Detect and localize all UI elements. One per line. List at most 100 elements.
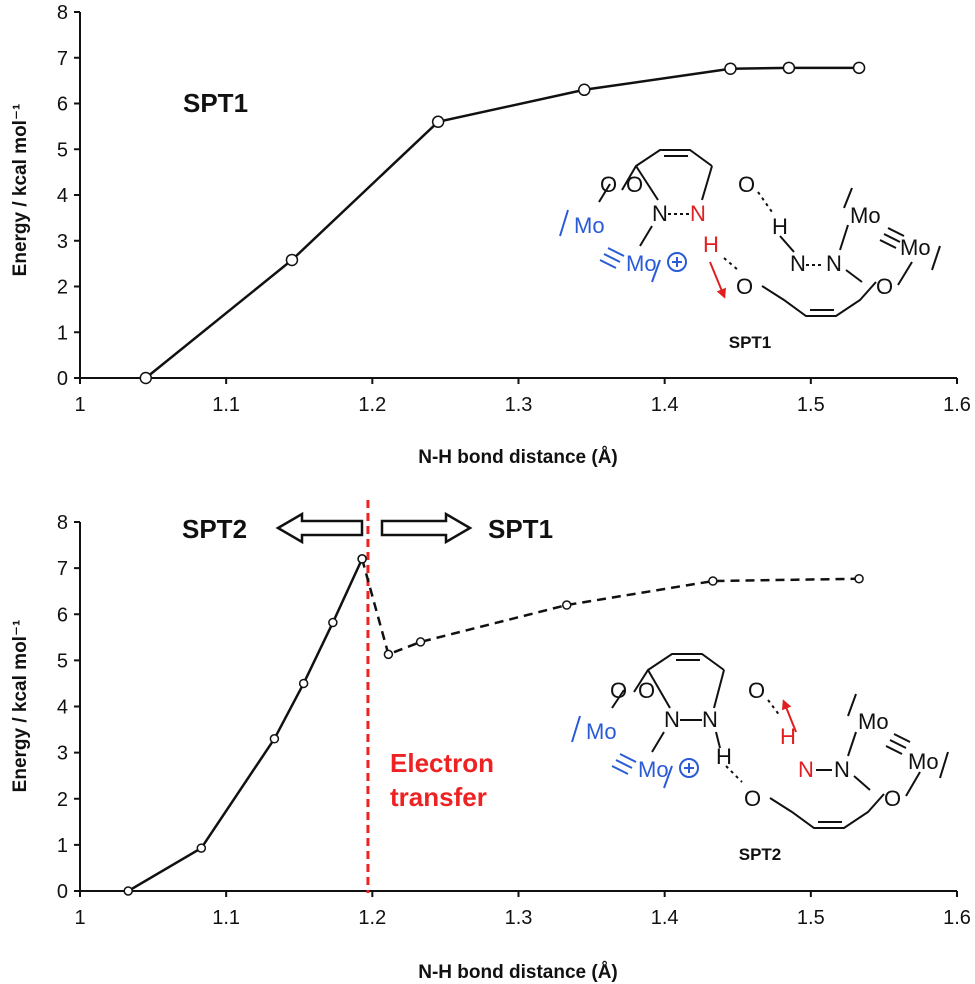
- data-point: [269, 734, 280, 744]
- spt1-atom-mo: Mo: [574, 213, 605, 238]
- y-tick-label: 7: [57, 558, 68, 580]
- dashed-series-line: [360, 558, 860, 657]
- x-tick-label: 1.3: [505, 907, 533, 929]
- spt1-atom-n: N: [690, 201, 706, 226]
- y-tick-label: 6: [57, 94, 68, 116]
- spt1-atom-mo: Mo: [626, 251, 657, 276]
- spt2-atom-n: N: [798, 757, 814, 782]
- x-tick-label: 1.4: [651, 907, 679, 929]
- spt1-atom-h: H: [703, 232, 719, 257]
- data-point: [328, 617, 338, 628]
- x-tick-label: 1.1: [212, 907, 240, 929]
- arrow-right-spt1: SPT1: [380, 511, 553, 545]
- solid-series-line: [127, 558, 364, 893]
- axes: [74, 521, 958, 897]
- y-tick-label: 7: [57, 48, 68, 70]
- spt1-atom-mo: Mo: [900, 235, 931, 260]
- spt1-atom-o: O: [626, 172, 643, 197]
- data-point: [415, 637, 426, 647]
- arrow-right-label: SPT1: [488, 514, 553, 544]
- x-tick-label: 1.2: [358, 394, 386, 416]
- spt2-atom-n: N: [702, 707, 718, 732]
- data-point: [196, 843, 207, 853]
- series: [139, 61, 866, 385]
- x-tick-label: 1: [74, 394, 85, 416]
- spt2-atom-o: O: [744, 786, 761, 811]
- data-point: [139, 371, 153, 385]
- y-tick-label: 4: [57, 185, 68, 207]
- x-axis-label: N-H bond distance (Å): [418, 962, 618, 983]
- x-tick-label: 1.5: [797, 394, 825, 416]
- spt2-atom-mo: Mo: [908, 749, 939, 774]
- electron-transfer-label: transfer: [390, 782, 487, 812]
- y-tick-label: 1: [57, 322, 68, 344]
- spt2-atom-n: N: [664, 707, 680, 732]
- spt2-atom-mo: Mo: [586, 719, 617, 744]
- data-point: [561, 600, 572, 610]
- y-axis-label: Energy / kcal mol⁻¹: [10, 620, 31, 793]
- spt2-atom-o: O: [884, 786, 901, 811]
- spt1-atom-o: O: [600, 172, 617, 197]
- data-point: [285, 253, 299, 267]
- spt2-molecular-scheme: O O O N N H H Mo Mo N N O O Mo Mo SPT2: [571, 653, 949, 864]
- data-point: [724, 62, 737, 75]
- spt1-scheme-name: SPT1: [729, 333, 772, 352]
- spt1-molecular-scheme: O O O N N H H Mo Mo N N O O Mo Mo SPT1: [559, 149, 941, 352]
- spt2-atom-h: H: [716, 744, 732, 769]
- data-point: [383, 649, 394, 660]
- y-tick-label: 6: [57, 604, 68, 626]
- data-point: [431, 115, 445, 129]
- arrow-left-label: SPT2: [182, 514, 247, 544]
- y-tick-label: 5: [57, 650, 68, 672]
- y-tick-label: 2: [57, 789, 68, 811]
- spt1-atom-n: N: [652, 201, 668, 226]
- x-tick-label: 1.1: [212, 394, 240, 416]
- spt2-atom-mo: Mo: [638, 757, 669, 782]
- y-tick-label: 0: [57, 881, 68, 903]
- spt1-atom-o: O: [736, 274, 753, 299]
- y-tick-label: 2: [57, 277, 68, 299]
- y-tick-label: 8: [57, 2, 68, 24]
- arrow-left-spt2: SPT2: [182, 511, 364, 545]
- spt2-atom-mo: Mo: [858, 709, 889, 734]
- data-point: [578, 83, 591, 97]
- x-tick-label: 1.3: [505, 394, 533, 416]
- spt2-atom-o: O: [638, 678, 655, 703]
- panel-label-spt1: SPT1: [183, 88, 248, 118]
- spt1-atom-n: N: [826, 251, 842, 276]
- x-tick-label: 1: [74, 907, 85, 929]
- y-tick-label: 3: [57, 743, 68, 765]
- data-point: [298, 678, 309, 689]
- spt2-scheme-name: SPT2: [739, 845, 782, 864]
- axes: [74, 11, 958, 384]
- x-tick-label: 1.4: [651, 394, 679, 416]
- spt2-atom-o: O: [610, 678, 627, 703]
- spt1-atom-o: O: [876, 274, 893, 299]
- x-tick-label: 1.5: [797, 907, 825, 929]
- data-point: [782, 61, 796, 75]
- spt2-atom-h: H: [780, 724, 796, 749]
- data-point: [357, 554, 367, 564]
- spt1-atom-h: H: [772, 214, 788, 239]
- solid-series-line: [144, 66, 860, 379]
- y-tick-label: 0: [57, 368, 68, 390]
- x-tick-label: 1.6: [943, 907, 971, 929]
- data-point: [852, 61, 866, 75]
- spt1-atom-mo: Mo: [850, 203, 881, 228]
- y-tick-label: 1: [57, 835, 68, 857]
- spt2-atom-n: N: [834, 757, 850, 782]
- data-point: [123, 886, 133, 896]
- y-tick-label: 3: [57, 231, 68, 253]
- y-tick-label: 5: [57, 139, 68, 161]
- x-axis-label: N-H bond distance (Å): [418, 447, 618, 468]
- data-point: [708, 576, 718, 586]
- x-tick-label: 1.6: [943, 394, 971, 416]
- series: [123, 500, 864, 896]
- spt1-atom-o: O: [738, 172, 755, 197]
- y-axis-label: Energy / kcal mol⁻¹: [10, 104, 31, 277]
